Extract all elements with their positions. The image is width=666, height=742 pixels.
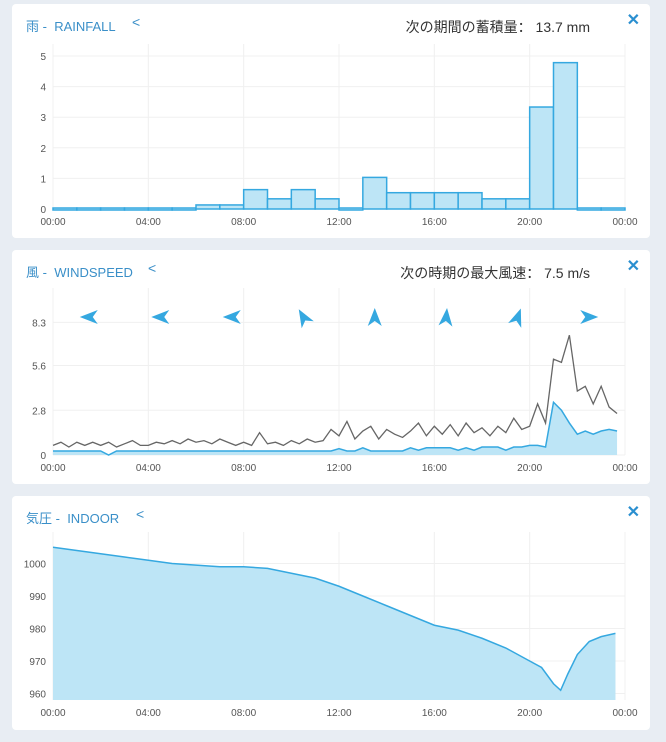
pressure-area bbox=[53, 547, 616, 700]
y-tick-label: 990 bbox=[29, 592, 46, 603]
y-tick-label: 980 bbox=[29, 625, 46, 636]
rain-bar bbox=[171, 207, 197, 211]
rain-bar bbox=[195, 204, 221, 210]
rain-bar bbox=[290, 188, 316, 210]
x-tick-label: 04:00 bbox=[136, 708, 161, 719]
rain-bar bbox=[576, 207, 602, 211]
x-tick-label: 08:00 bbox=[231, 708, 256, 719]
y-tick-label: 5 bbox=[40, 52, 46, 63]
share-icon[interactable]: < bbox=[136, 506, 145, 522]
rain-bar bbox=[123, 207, 150, 211]
x-tick-label: 00:00 bbox=[40, 708, 65, 719]
rainfall-card: 雨 - RAINFALL < 次の期間の蓄積量： 13.7 mm ✕ 00:00… bbox=[12, 4, 650, 238]
title-label: WINDSPEED bbox=[54, 265, 133, 280]
wind-direction-arrow bbox=[151, 310, 170, 324]
rain-bar bbox=[600, 207, 626, 211]
windspeed-chart: 00:00 04:00 08:00 12:00 16:00 20:00 00:0002.85… bbox=[32, 288, 638, 474]
rain-bar bbox=[338, 207, 364, 211]
y-tick-label: 2.8 bbox=[32, 406, 46, 417]
x-tick-label: 00:00 bbox=[612, 217, 637, 228]
wind-direction-arrow bbox=[438, 308, 453, 327]
rain-bar bbox=[385, 191, 412, 210]
x-tick-label: 00:00 bbox=[40, 463, 65, 474]
rain-bar bbox=[433, 191, 459, 210]
y-tick-label: 5.6 bbox=[32, 362, 46, 373]
close-icon[interactable]: ✕ bbox=[626, 258, 640, 275]
x-tick-label: 20:00 bbox=[517, 708, 542, 719]
rain-bar bbox=[505, 198, 531, 210]
y-tick-label: 1000 bbox=[24, 560, 47, 571]
rain-bar bbox=[314, 198, 340, 210]
x-tick-label: 00:00 bbox=[612, 463, 637, 474]
rain-bar bbox=[552, 61, 579, 210]
rain-bar bbox=[266, 198, 293, 210]
gust-line bbox=[52, 334, 618, 448]
title-label: INDOOR bbox=[67, 511, 120, 526]
pressure-chart: 00:00 04:00 08:00 12:00 16:00 20:00 00:00 960 97… bbox=[24, 532, 638, 719]
x-tick-label: 12:00 bbox=[326, 217, 351, 228]
rain-bar bbox=[409, 191, 436, 210]
x-tick-label: 20:00 bbox=[517, 463, 542, 474]
summary-text: 次の時期の最大風速： 7.5 m/s bbox=[400, 265, 590, 281]
summary-text: 次の期間の蓄積量： 13.7 mm bbox=[405, 19, 590, 35]
x-tick-label: 08:00 bbox=[231, 217, 256, 228]
card-title: 風 - WINDSPEED bbox=[26, 262, 133, 281]
x-tick-label: 08:00 bbox=[231, 463, 256, 474]
y-tick-label: 3 bbox=[40, 113, 46, 124]
wind-direction-arrow bbox=[79, 310, 98, 324]
rain-bar bbox=[528, 106, 555, 210]
title-jp: 気圧 - bbox=[26, 511, 60, 526]
x-tick-label: 00:00 bbox=[612, 708, 637, 719]
y-tick-label: 2 bbox=[40, 144, 46, 155]
wind-direction-arrow bbox=[508, 308, 522, 328]
title-jp: 風 - bbox=[26, 265, 47, 280]
rainfall-chart: 00:00 04:00 08:00 12:00 16:00 20:00 00:0001234… bbox=[40, 44, 638, 228]
rain-bar bbox=[147, 207, 173, 211]
pressure-card: 気圧 - INDOOR < ✕ 00:00 04:00 08:00 12:00 16:0… bbox=[12, 496, 650, 730]
rain-bar bbox=[99, 207, 126, 211]
x-tick-label: 16:00 bbox=[422, 217, 447, 228]
rain-bar bbox=[481, 198, 507, 210]
rain-bar bbox=[242, 188, 269, 210]
x-tick-label: 12:00 bbox=[326, 463, 351, 474]
rain-bar bbox=[362, 176, 388, 210]
rain-bar bbox=[52, 207, 78, 211]
x-tick-label: 16:00 bbox=[422, 708, 447, 719]
rain-bar bbox=[219, 204, 245, 210]
title-label: RAINFALL bbox=[54, 19, 116, 34]
close-icon[interactable]: ✕ bbox=[626, 504, 640, 521]
card-title: 雨 - RAINFALL bbox=[26, 16, 116, 35]
y-tick-label: 1 bbox=[40, 174, 46, 185]
wind-direction-arrow bbox=[367, 308, 382, 326]
x-tick-label: 04:00 bbox=[136, 217, 161, 228]
share-icon[interactable]: < bbox=[148, 260, 157, 276]
rain-bar bbox=[457, 191, 483, 210]
title-jp: 雨 - bbox=[26, 19, 47, 34]
card-title: 気圧 - INDOOR bbox=[26, 508, 119, 527]
x-tick-label: 16:00 bbox=[422, 463, 447, 474]
y-tick-label: 8.3 bbox=[32, 318, 46, 329]
y-tick-label: 970 bbox=[29, 657, 46, 668]
pressure-line bbox=[52, 546, 616, 692]
average-line bbox=[53, 400, 618, 456]
average-area bbox=[53, 402, 618, 455]
windspeed-card: 風 - WINDSPEED < 次の時期の最大風速： 7.5 m/s ✕ 00:… bbox=[12, 250, 650, 484]
x-tick-label: 12:00 bbox=[326, 708, 351, 719]
y-tick-label: 0 bbox=[40, 205, 46, 216]
rain-bar bbox=[76, 207, 102, 211]
x-tick-label: 00:00 bbox=[40, 217, 65, 228]
y-tick-label: 0 bbox=[40, 451, 46, 462]
wind-direction-arrow bbox=[222, 310, 241, 324]
y-tick-label: 4 bbox=[40, 83, 46, 94]
x-tick-label: 20:00 bbox=[517, 217, 542, 228]
close-icon[interactable]: ✕ bbox=[626, 12, 640, 29]
share-icon[interactable]: < bbox=[132, 14, 141, 30]
x-tick-label: 04:00 bbox=[136, 463, 161, 474]
wind-direction-arrow bbox=[298, 309, 314, 329]
y-tick-label: 960 bbox=[29, 690, 46, 701]
wind-direction-arrow bbox=[580, 310, 599, 324]
